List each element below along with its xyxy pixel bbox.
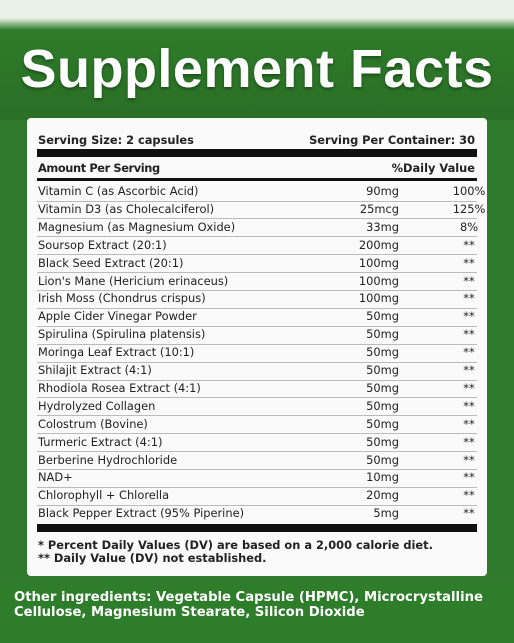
amount: 50mg <box>366 380 399 395</box>
row-rule <box>37 379 477 381</box>
amount: 100mg <box>358 273 399 288</box>
ingredient-name: NAD+ <box>38 470 73 485</box>
ingredient-name: Berberine Hydrochloride <box>38 452 178 467</box>
column-header: Amount Per Serving <box>38 161 160 175</box>
amount: 33mg <box>366 219 399 234</box>
ingredient-name: Lion's Mane (Hericium erinaceus) <box>38 273 229 288</box>
daily-value: ** <box>463 273 475 288</box>
ingredient-name: Chlorophyll + Chlorella <box>38 488 170 503</box>
daily-value: ** <box>463 363 475 377</box>
daily-value: ** <box>463 291 475 306</box>
rule <box>37 178 477 181</box>
row-rule <box>37 272 477 274</box>
ingredients-band: Other ingredients: Vegetable Capsule (HP… <box>0 582 514 643</box>
daily-value: 125% <box>452 201 486 216</box>
amount: 5mg <box>373 506 399 521</box>
amount: 50mg <box>366 416 399 431</box>
row-rule <box>37 397 477 399</box>
amount: 50mg <box>366 327 399 342</box>
column-header: %Daily Value <box>391 161 475 175</box>
other-ingredients: Other ingredients: Vegetable Capsule (HP… <box>14 590 483 620</box>
daily-value: ** <box>463 398 475 413</box>
footnote: * Percent Daily Values (DV) are based on… <box>38 538 433 552</box>
row-rule <box>37 451 477 453</box>
ingredient-name: Vitamin D3 (as Cholecalciferol) <box>38 201 215 216</box>
amount: 200mg <box>358 237 399 252</box>
row-rule <box>37 290 477 291</box>
amount: 10mg <box>366 470 399 485</box>
daily-value: 8% <box>459 219 479 234</box>
amount: 20mg <box>366 488 399 503</box>
ingredient-name: Black Seed Extract (20:1) <box>38 255 184 270</box>
amount: 50mg <box>366 345 399 360</box>
row-rule <box>37 218 477 220</box>
thick-rule <box>37 149 477 157</box>
ingredient-name: Shilajit Extract (4:1) <box>38 363 152 377</box>
amount: 100mg <box>358 291 399 306</box>
amount: 50mg <box>366 363 399 377</box>
title: Supplement Facts <box>20 39 494 99</box>
amount: 90mg <box>366 184 399 198</box>
ingredient-name: Rhodiola Rosea Extract (4:1) <box>38 380 201 395</box>
ingredient-name: Apple Cider Vinegar Powder <box>38 309 197 324</box>
amount: 50mg <box>366 434 399 449</box>
row-rule <box>37 307 477 309</box>
daily-value: ** <box>463 380 475 395</box>
daily-value: ** <box>463 506 475 521</box>
daily-value: ** <box>463 255 475 270</box>
amount: 50mg <box>366 398 399 413</box>
daily-value: ** <box>463 434 475 449</box>
ingredient-name: Irish Moss (Chondrus crispus) <box>38 291 206 306</box>
amount: 25mcg <box>359 201 399 216</box>
daily-value: ** <box>463 416 475 431</box>
ingredient-name: Soursop Extract (20:1) <box>38 237 167 252</box>
daily-value: ** <box>463 488 475 503</box>
ingredient-name: Hydrolyzed Collagen <box>38 398 156 413</box>
daily-value: ** <box>463 237 475 252</box>
serving-size: Serving Size: 2 capsules <box>38 133 194 147</box>
amount: 100mg <box>358 255 399 270</box>
row-rule <box>37 433 477 435</box>
daily-value: ** <box>463 327 475 342</box>
ingredient-name: Vitamin C (as Ascorbic Acid) <box>38 184 199 198</box>
daily-value: 100% <box>452 184 486 198</box>
ingredient-name: Moringa Leaf Extract (10:1) <box>38 345 195 360</box>
ingredient-name: Spirulina (Spirulina platensis) <box>38 327 206 342</box>
ingredient-name: Colostrum (Bovine) <box>38 416 148 431</box>
daily-value: ** <box>463 345 475 360</box>
daily-value: ** <box>463 470 475 485</box>
footnote: ** Daily Value (DV) not established. <box>38 551 267 565</box>
amount: 50mg <box>366 452 399 467</box>
header-band <box>0 0 514 120</box>
ingredient-name: Magnesium (as Magnesium Oxide) <box>38 219 236 234</box>
row-rule <box>37 200 477 202</box>
row-rule <box>37 415 477 417</box>
facts-panel: Serving Size: 2 capsules Serving Per Con… <box>27 118 487 576</box>
row-rule <box>37 361 477 363</box>
daily-value: ** <box>463 309 475 324</box>
amount: 50mg <box>366 309 399 324</box>
row-rule <box>37 236 477 238</box>
thick-rule <box>37 524 477 532</box>
row-rule <box>37 325 477 327</box>
row-rule <box>37 469 477 470</box>
row-rule <box>37 343 477 345</box>
row-rule <box>37 486 477 488</box>
ingredient-name: Black Pepper Extract (95% Piperine) <box>38 506 245 521</box>
servings-per-container: Serving Per Container: 30 <box>309 133 475 147</box>
ingredient-name: Turmeric Extract (4:1) <box>38 434 163 449</box>
daily-value: ** <box>463 452 475 467</box>
row-rule <box>37 504 477 506</box>
row-rule <box>37 254 477 256</box>
